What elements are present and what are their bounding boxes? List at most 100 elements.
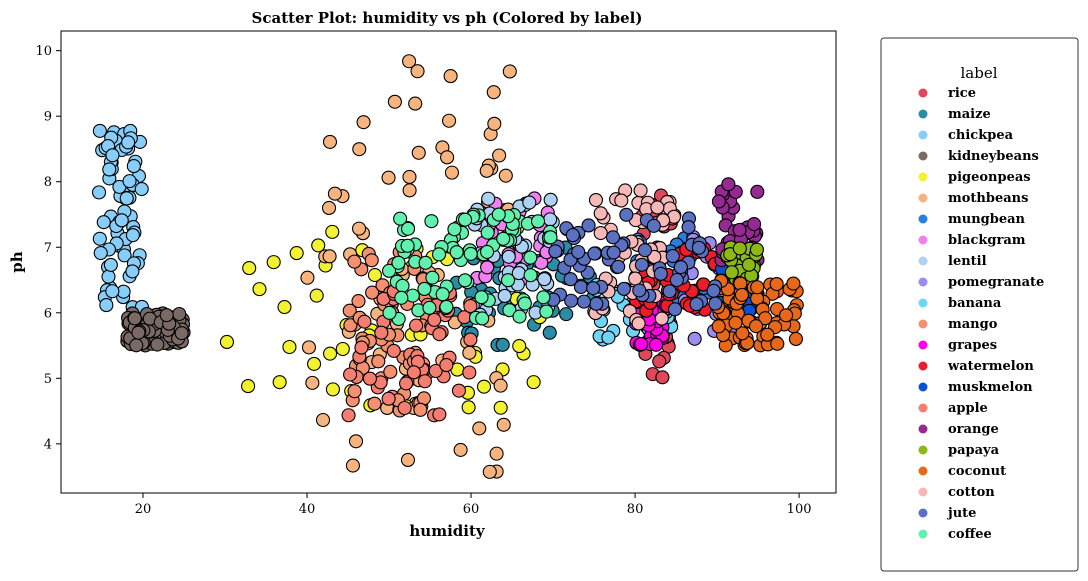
scatter-point <box>523 268 538 283</box>
scatter-point <box>424 214 439 229</box>
scatter-point <box>536 290 551 305</box>
legend-box <box>880 37 1079 572</box>
scatter-point <box>453 442 468 457</box>
scatter-point <box>606 245 621 260</box>
scatter-point <box>409 318 424 333</box>
legend: rice maize chickpea kidneybeans pigeonpeas mo… <box>918 86 1044 542</box>
scatter-point <box>172 306 187 322</box>
scatter-point <box>92 123 107 138</box>
legend-title: label <box>960 64 997 82</box>
scatter-point <box>323 346 338 361</box>
scatter-point <box>786 276 801 291</box>
legend-label: papaya <box>948 443 1000 458</box>
scatter-point <box>352 221 367 236</box>
legend-marker <box>918 277 928 287</box>
scatter-point <box>496 417 511 432</box>
legend-marker <box>918 298 928 308</box>
y-axis: 4 5 6 7 8 9 10 <box>35 44 61 452</box>
scatter-point <box>105 284 120 299</box>
scatter-point <box>491 207 506 222</box>
scatter-point <box>305 375 320 390</box>
legend-marker <box>918 214 928 224</box>
x-tick-label: 20 <box>135 502 152 517</box>
scatter-point <box>241 379 256 394</box>
scatter-point <box>502 64 517 79</box>
scatter-point <box>125 228 140 243</box>
scatter-point <box>383 364 398 379</box>
scatter-point <box>770 336 785 351</box>
scatter-point <box>321 200 337 216</box>
scatter-point <box>548 244 563 259</box>
scatter-point <box>646 218 661 233</box>
scatter-point <box>463 332 478 347</box>
scatter-point <box>655 370 670 385</box>
scatter-point <box>335 341 350 357</box>
y-tick-label: 8 <box>44 175 52 190</box>
scatter-point <box>593 225 608 241</box>
scatter-point <box>479 244 495 259</box>
scatter-point <box>356 115 371 130</box>
scatter-point <box>559 307 574 322</box>
scatter-point <box>127 311 142 326</box>
series-coffee <box>382 207 558 327</box>
scatter-point <box>311 238 326 253</box>
scatter-point <box>219 334 234 350</box>
scatter-point <box>150 337 165 352</box>
scatter-point <box>371 354 386 369</box>
x-axis: 20 40 60 80 100 <box>135 493 812 517</box>
scatter-point <box>374 325 389 340</box>
scatter-point <box>581 218 596 233</box>
scatter-point <box>131 325 146 340</box>
scatter-point <box>728 315 743 330</box>
scatter-point <box>289 246 304 261</box>
scatter-point <box>502 303 517 318</box>
scatter-point <box>395 278 410 293</box>
legend-label: rice <box>948 86 976 101</box>
scatter-point <box>619 207 634 222</box>
scatter-point <box>708 296 723 311</box>
scatter-point <box>443 69 458 84</box>
scatter-point <box>440 150 455 165</box>
scatter-point <box>365 285 380 300</box>
scatter-point <box>565 228 580 243</box>
y-tick-label: 7 <box>44 241 52 256</box>
series-kidneybeans <box>120 306 191 353</box>
legend-marker <box>918 172 928 182</box>
scatter-point <box>522 195 537 210</box>
legend-label: grapes <box>948 338 997 353</box>
scatter-point <box>400 221 416 236</box>
y-tick-label: 4 <box>44 437 52 452</box>
scatter-point <box>495 337 510 352</box>
scatter-point <box>543 212 558 227</box>
scatter-point <box>735 326 750 341</box>
scatter-point <box>711 194 726 209</box>
scatter-point <box>272 375 287 390</box>
scatter-point <box>125 264 140 279</box>
scatter-point <box>750 184 765 199</box>
legend-marker <box>918 256 928 266</box>
scatter-point <box>601 330 616 345</box>
legend-label: pigeonpeas <box>948 170 1031 185</box>
scatter-point <box>282 339 297 355</box>
scatter-point <box>760 327 775 342</box>
scatter-point <box>750 280 765 295</box>
legend-marker <box>918 445 928 455</box>
legend-marker <box>918 382 928 392</box>
legend-marker <box>918 88 928 98</box>
scatter-point <box>345 458 360 473</box>
scatter-point <box>101 269 116 284</box>
scatter-point <box>526 375 541 390</box>
scatter-point <box>391 255 406 270</box>
scatter-point <box>121 135 136 150</box>
scatter-point <box>654 311 669 326</box>
legend-label: mango <box>948 317 998 332</box>
scatter-point <box>357 314 372 329</box>
x-axis-label: humidity <box>409 522 485 540</box>
scatter-point <box>633 183 648 198</box>
scatter-point <box>662 284 677 299</box>
scatter-point <box>539 304 554 319</box>
scatter-point <box>474 290 489 305</box>
scatter-point <box>489 446 504 461</box>
legend-label: mothbeans <box>948 191 1028 206</box>
scatter-point <box>472 421 487 436</box>
